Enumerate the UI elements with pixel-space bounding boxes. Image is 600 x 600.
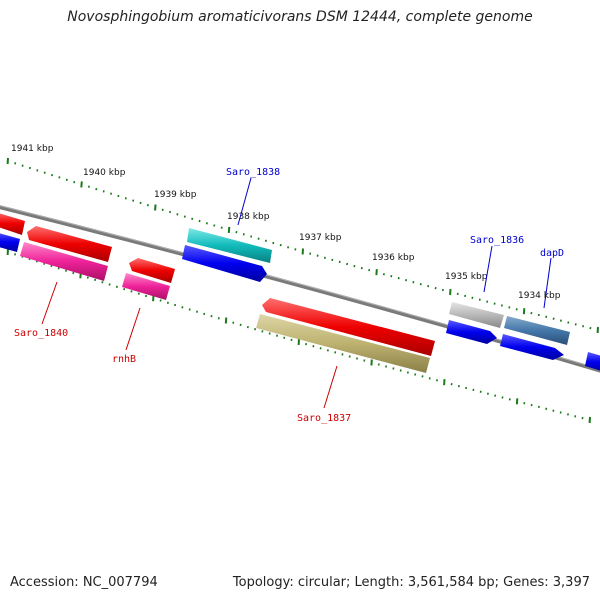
gene-arrow-saro-1836[interactable] [449, 302, 504, 328]
gene-label-saro-1836[interactable]: Saro_1836 [470, 235, 524, 246]
major-tick [227, 226, 231, 233]
leader-saro-1837 [323, 365, 338, 409]
leader-rnhb [125, 307, 141, 351]
gene-arrow-saro-1840[interactable] [20, 242, 108, 281]
kbp-label-1939: 1939 kbp [154, 190, 197, 200]
genome-summary-text: Topology: circular; Length: 3,561,584 bp… [232, 575, 590, 590]
gene-arrow-blue-1[interactable] [182, 245, 267, 282]
accession-text: Accession: NC_007794 [10, 575, 158, 590]
gene-label-saro-1840[interactable]: Saro_1840 [14, 328, 68, 339]
major-tick [224, 317, 228, 324]
leader-dapd [543, 257, 552, 309]
gene-arrow-rnhb-top[interactable] [129, 258, 175, 283]
kbp-label-1937: 1937 kbp [299, 233, 342, 243]
leader-saro-1838 [237, 177, 252, 226]
gene-arrow-saro-1838[interactable] [187, 228, 272, 263]
major-tick [80, 181, 83, 188]
gene-arrow-saro-1837[interactable] [256, 314, 430, 373]
gene-arrow-blue-3[interactable] [500, 334, 564, 360]
gene-label-saro-1837[interactable]: Saro_1837 [297, 413, 351, 424]
gene-label-saro-1838[interactable]: Saro_1838 [226, 167, 280, 178]
minor-tick [110, 192, 113, 195]
kbp-label-1936: 1936 kbp [372, 253, 415, 263]
gene-arrow-blue-2[interactable] [446, 320, 497, 344]
gene-label-dapd[interactable]: dapD [540, 248, 564, 259]
gene-arrow-right-blue[interactable] [585, 352, 600, 372]
gene-arrow-dapd[interactable] [504, 316, 570, 345]
upper-tick-track [6, 157, 599, 334]
leader-saro-1840 [41, 281, 58, 325]
minor-tick [169, 210, 172, 214]
gene-arrow-left-blue[interactable] [0, 232, 20, 252]
kbp-label-1940: 1940 kbp [83, 168, 126, 178]
gene-arrow-red-2[interactable] [262, 298, 435, 356]
kbp-label-1941: 1941 kbp [11, 144, 54, 154]
kbp-label-1934: 1934 kbp [518, 291, 561, 301]
kbp-label-1938: 1938 kbp [227, 212, 270, 222]
kbp-label-1935: 1935 kbp [445, 272, 488, 282]
minor-tick [198, 219, 201, 223]
gene-arrow-left-red[interactable] [0, 212, 25, 235]
minor-tick [139, 201, 142, 205]
lower-tick-track [6, 248, 591, 424]
leader-saro-1836 [483, 245, 493, 293]
genome-title: Novosphingobium aromaticivorans DSM 1244… [67, 9, 533, 25]
gene-arrow-rnhb[interactable] [122, 273, 170, 300]
gene-arrow-red-1[interactable] [27, 226, 112, 262]
gene-label-rnhb[interactable]: rnhB [112, 354, 136, 365]
